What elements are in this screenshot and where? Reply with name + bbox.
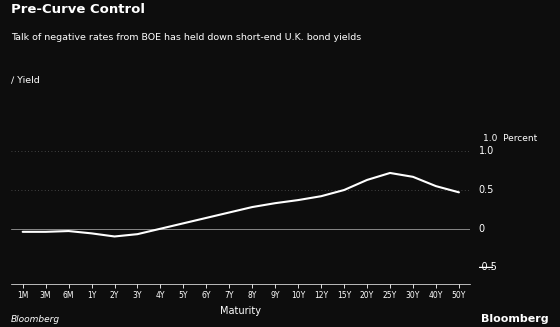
Text: Pre-Curve Control: Pre-Curve Control — [11, 3, 145, 16]
Text: ∕ Yield: ∕ Yield — [11, 75, 40, 84]
Text: 1.0: 1.0 — [479, 146, 494, 156]
Text: Bloomberg: Bloomberg — [481, 314, 549, 324]
Text: -0.5: -0.5 — [479, 263, 498, 272]
Text: 0.5: 0.5 — [479, 185, 494, 195]
Text: 1.0  Percent: 1.0 Percent — [483, 134, 538, 143]
Text: 0: 0 — [479, 224, 485, 234]
Text: Talk of negative rates from BOE has held down short-end U.K. bond yields: Talk of negative rates from BOE has held… — [11, 33, 361, 42]
X-axis label: Maturity: Maturity — [220, 306, 262, 316]
Text: Bloomberg: Bloomberg — [11, 315, 60, 324]
